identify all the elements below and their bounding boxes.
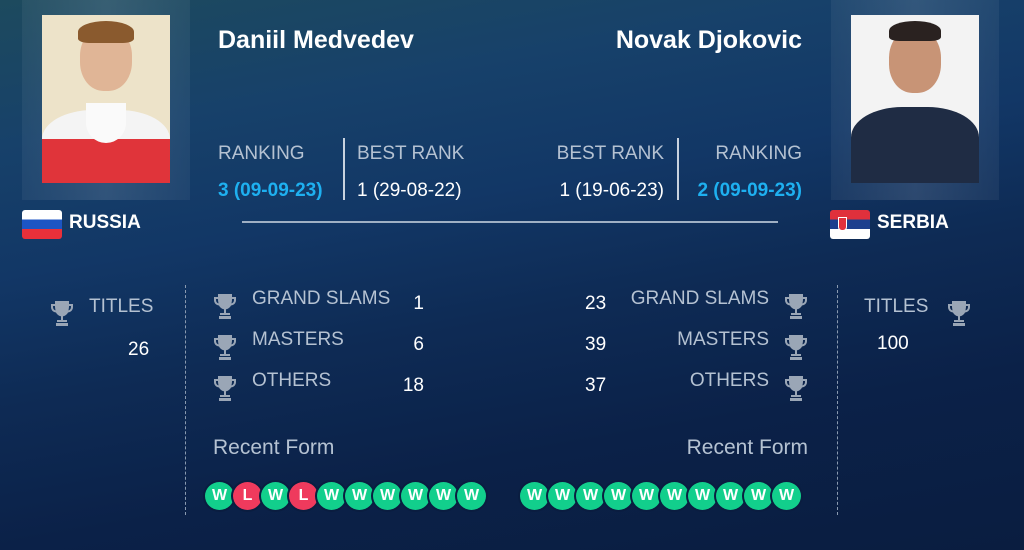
player1-titles-label: TITLES (89, 296, 154, 317)
divider (343, 138, 345, 200)
trophy-icon (784, 333, 808, 361)
player1-name: Daniil Medvedev (218, 26, 414, 54)
player2-masters: 39 (585, 334, 607, 355)
form-win-badge: W (399, 480, 432, 512)
divider (837, 285, 838, 515)
player2-ranking: 2 (09-09-23) (697, 180, 802, 201)
serbia-flag-icon (830, 210, 870, 239)
form-win-badge: W (770, 480, 803, 512)
player2-recent-form-label: Recent Form (686, 436, 808, 459)
player1-ranking-label: RANKING (218, 143, 305, 164)
player1-best-rank: 1 (29-08-22) (357, 180, 462, 201)
header-divider (242, 221, 778, 223)
player2-grand-slams-label: GRAND SLAMS (630, 288, 769, 309)
player2-best-rank-label: BEST RANK (556, 143, 664, 164)
form-win-badge: W (371, 480, 404, 512)
player1-grand-slams-label: GRAND SLAMS (252, 288, 391, 309)
player1-photo (42, 15, 170, 183)
russia-flag-icon (22, 210, 62, 239)
player1-ranking: 3 (09-09-23) (218, 180, 323, 201)
player2-titles-label: TITLES (864, 296, 929, 317)
trophy-icon (213, 333, 237, 361)
divider (677, 138, 679, 200)
player2-grand-slams: 23 (585, 293, 607, 314)
player1-masters: 6 (413, 334, 424, 355)
form-win-badge: W (427, 480, 460, 512)
form-win-badge: W (602, 480, 635, 512)
player1-titles: 26 (128, 339, 150, 360)
player2-titles: 100 (877, 333, 909, 354)
trophy-icon (213, 292, 237, 320)
form-win-badge: W (343, 480, 376, 512)
player2-photo (851, 15, 979, 183)
player2-name: Novak Djokovic (615, 26, 802, 54)
player1-others-label: OTHERS (252, 370, 332, 391)
divider (185, 285, 186, 515)
player2-country: SERBIA (877, 212, 949, 233)
player1-best-rank-label: BEST RANK (357, 143, 465, 164)
player2-best-rank: 1 (19-06-23) (559, 180, 664, 201)
trophy-icon (784, 292, 808, 320)
form-win-badge: W (315, 480, 348, 512)
player1-grand-slams: 1 (413, 293, 424, 314)
form-win-badge: W (546, 480, 579, 512)
form-loss-badge: L (231, 480, 264, 512)
trophy-icon (947, 299, 971, 327)
player1-recent-form-label: Recent Form (213, 436, 335, 459)
trophy-icon (784, 374, 808, 402)
trophy-icon (50, 299, 74, 327)
form-win-badge: W (203, 480, 236, 512)
form-win-badge: W (658, 480, 691, 512)
player2-masters-label: MASTERS (677, 329, 769, 350)
player1-country: RUSSIA (69, 212, 141, 233)
player1-others: 18 (402, 375, 424, 396)
player2-others-label: OTHERS (689, 370, 769, 391)
form-win-badge: W (518, 480, 551, 512)
form-win-badge: W (574, 480, 607, 512)
player2-others: 37 (585, 375, 607, 396)
form-win-badge: W (742, 480, 775, 512)
trophy-icon (213, 374, 237, 402)
player1-masters-label: MASTERS (252, 329, 344, 350)
form-win-badge: W (455, 480, 488, 512)
player2-ranking-label: RANKING (715, 143, 802, 164)
